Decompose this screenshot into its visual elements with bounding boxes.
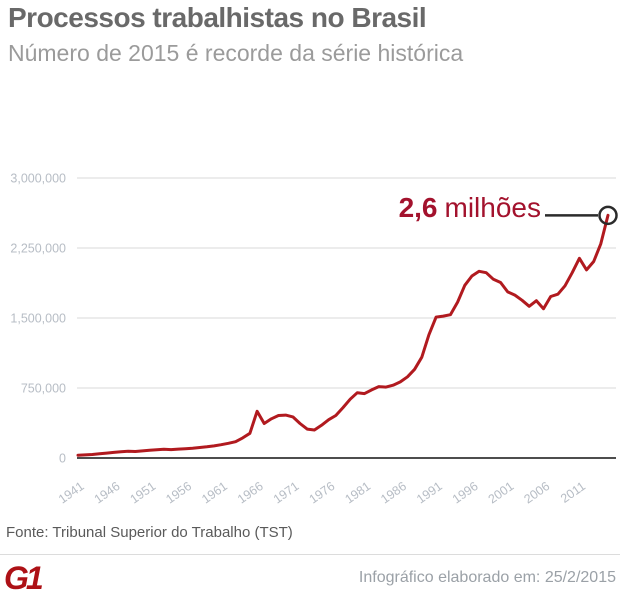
peak-unit: milhões [444,192,541,223]
page-title: Processos trabalhistas no Brasil [8,2,427,33]
x-tick-label: 1956 [163,479,194,506]
data-line [76,213,610,457]
x-tick-label: 1961 [199,479,230,506]
peak-value: 2,6 [398,192,438,223]
endpoint-circle [598,205,618,226]
y-tick-label: 2,250,000 [10,242,66,256]
x-tick-label: 1946 [92,479,123,506]
source-note: Fonte: Tribunal Superior do Trabalho (TS… [6,524,293,541]
y-tick-label: 0 [59,452,66,466]
x-tick-label: 1941 [56,479,87,506]
y-tick-label: 750,000 [21,382,66,396]
peak-annotation: 2,6 milhões [399,194,541,222]
g1-logo: G1 [4,559,44,596]
x-tick-label: 2006 [521,479,552,506]
page-subtitle: Número de 2015 é recorde da série histór… [8,40,464,66]
x-tick-label: 2011 [558,479,588,506]
x-tick-label: 1991 [414,479,445,506]
y-tick-label: 1,500,000 [10,312,66,326]
y-tick-label: 3,000,000 [10,172,66,186]
x-tick-label: 1981 [342,479,373,506]
x-tick-label: 1996 [450,479,481,506]
x-tick-label: 1986 [378,479,409,506]
x-tick-label: 1976 [307,479,338,506]
x-tick-label: 1971 [271,479,302,506]
footer-bar: G1 Infográfico elaborado em: 25/2/2015 [0,554,620,600]
x-tick-label: 1966 [235,479,266,506]
x-tick-label: 2001 [486,479,517,506]
x-tick-label: 1951 [128,479,159,506]
credit-text: Infográfico elaborado em: 25/2/2015 [358,568,616,586]
